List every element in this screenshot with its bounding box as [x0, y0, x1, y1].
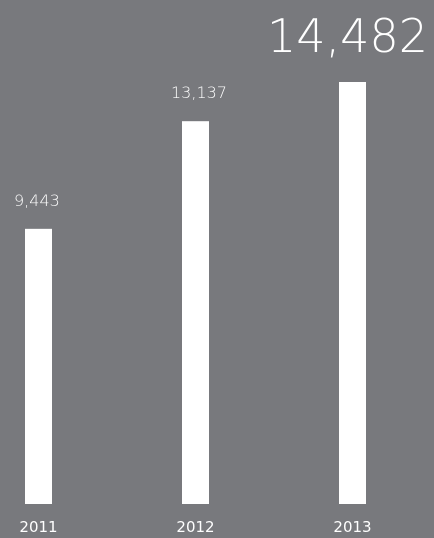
bar-2011 [25, 228, 52, 505]
bars-group [25, 82, 366, 505]
value-labels-group: 9,443 13,137 14,482 [14, 9, 428, 210]
bar-2013 [339, 82, 366, 504]
value-label-2011: 9,443 [14, 191, 60, 210]
x-tick-2012: 2012 [176, 518, 214, 536]
value-label-2012: 13,137 [171, 83, 227, 102]
bar-2012 [182, 121, 209, 504]
x-tick-2013: 2013 [333, 518, 371, 536]
x-tick-labels-group: 2011 2012 2013 [19, 518, 371, 536]
value-label-2013: 14,482 [267, 9, 428, 63]
x-tick-2011: 2011 [19, 518, 57, 536]
